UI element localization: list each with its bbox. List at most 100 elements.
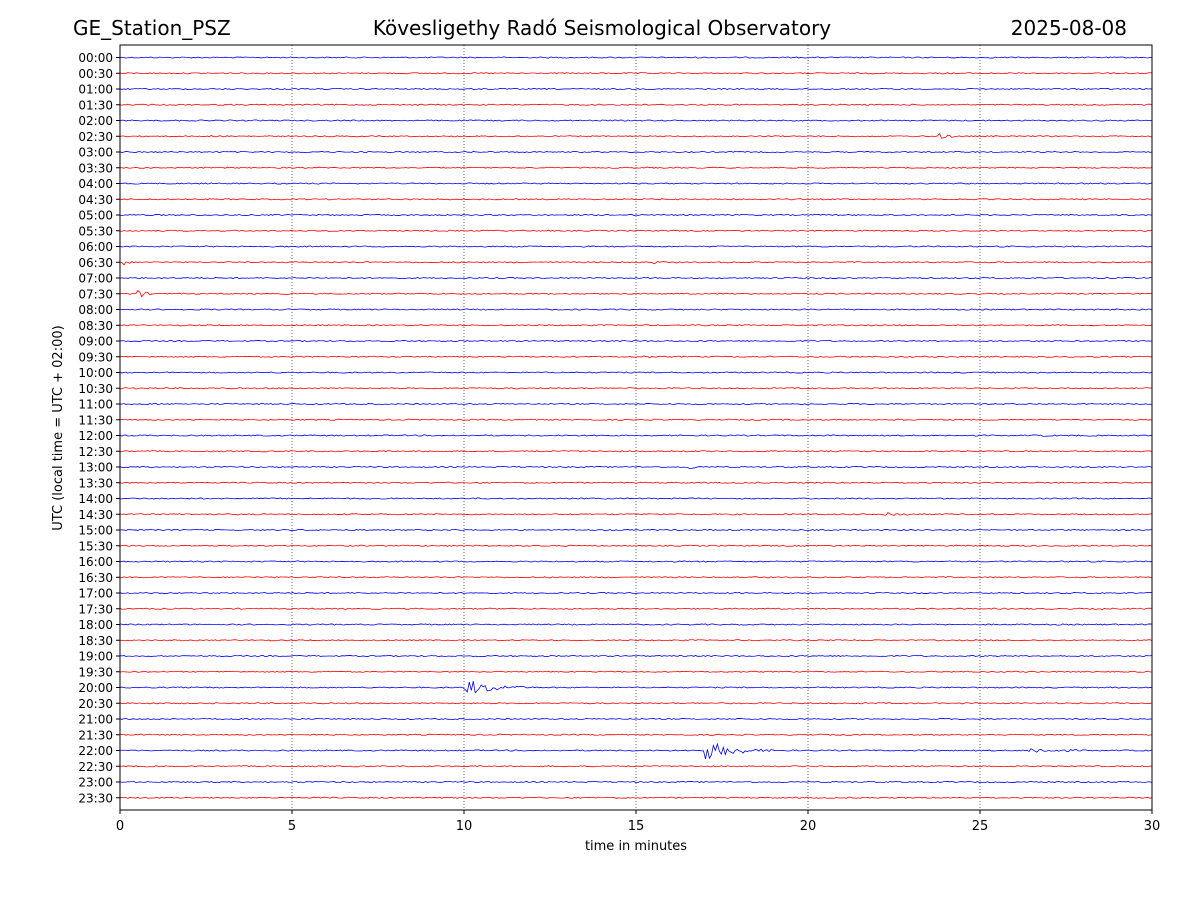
x-tick-label: 5	[288, 819, 296, 834]
date-label: 2025-08-08	[1011, 16, 1127, 40]
y-tick-label: 14:00	[78, 492, 113, 506]
trace-13-00	[119, 465, 1153, 469]
trace-16-00	[119, 560, 1153, 563]
trace-00-30	[119, 72, 1153, 75]
y-tick-label: 04:30	[78, 193, 113, 207]
y-tick-label: 01:30	[78, 98, 113, 112]
trace-07-30	[119, 289, 1153, 298]
y-tick-label: 02:00	[78, 114, 113, 128]
y-tick-label: 10:30	[78, 382, 113, 396]
y-tick-label: 15:30	[78, 539, 113, 553]
trace-23-30	[119, 796, 1153, 799]
y-tick-label: 19:00	[78, 650, 113, 664]
trace-group	[119, 56, 1153, 799]
y-tick-label: 06:00	[78, 240, 113, 254]
y-tick-label: 02:30	[78, 130, 113, 144]
y-tick-label: 13:00	[78, 461, 113, 475]
y-tick-label: 18:30	[78, 634, 113, 648]
y-tick-label: 11:30	[78, 413, 113, 427]
y-tick-label: 17:00	[78, 587, 113, 601]
y-tick-label: 23:30	[78, 791, 113, 805]
trace-01-00	[119, 87, 1153, 91]
trace-14-00	[119, 497, 1153, 500]
y-tick-label: 20:30	[78, 697, 113, 711]
trace-14-30	[119, 512, 1153, 516]
trace-20-00	[119, 681, 1153, 694]
x-axis-label: time in minutes	[585, 839, 687, 854]
y-tick-label: 09:30	[78, 350, 113, 364]
trace-20-30	[119, 702, 1153, 705]
y-tick-label: 07:30	[78, 287, 113, 301]
trace-17-30	[119, 607, 1153, 611]
trace-19-30	[119, 670, 1153, 673]
station-label: GE_Station_PSZ	[73, 16, 231, 40]
trace-00-00	[119, 56, 1153, 59]
trace-06-00	[119, 245, 1153, 248]
y-tick-label: 14:30	[78, 508, 113, 522]
trace-01-30	[119, 103, 1153, 106]
y-tick-label: 00:00	[78, 51, 113, 65]
y-tick-label: 08:00	[78, 303, 113, 317]
y-tick-label: 09:00	[78, 335, 113, 349]
x-axis-ticks: 0 5 10 15 20 25 30	[116, 810, 1160, 834]
y-tick-label: 13:30	[78, 476, 113, 490]
trace-15-30	[119, 544, 1153, 547]
trace-03-00	[119, 150, 1153, 154]
y-tick-label: 05:00	[78, 209, 113, 223]
y-tick-label: 20:00	[78, 681, 113, 695]
trace-04-30	[119, 198, 1153, 201]
trace-02-30	[119, 132, 1153, 139]
y-axis-label: UTC (local time = UTC + 02:00)	[51, 325, 66, 530]
trace-19-00	[119, 654, 1153, 658]
x-tick-label: 10	[456, 819, 473, 834]
y-tick-label: 19:30	[78, 665, 113, 679]
trace-16-30	[119, 576, 1153, 579]
y-tick-label: 03:00	[78, 146, 113, 160]
y-tick-label: 04:00	[78, 177, 113, 191]
plot-frame	[119, 44, 1153, 811]
y-tick-label: 17:30	[78, 602, 113, 616]
y-tick-label: 21:00	[78, 713, 113, 727]
y-tick-label: 16:00	[78, 555, 113, 569]
trace-08-30	[119, 324, 1153, 327]
trace-22-00	[119, 742, 1153, 760]
trace-22-30	[119, 765, 1153, 768]
trace-08-00	[119, 308, 1153, 311]
chart-title: Kövesligethy Radó Seismological Observat…	[373, 16, 831, 40]
y-tick-label: 22:30	[78, 760, 113, 774]
trace-13-30	[119, 481, 1153, 484]
trace-18-30	[119, 639, 1153, 642]
trace-12-00	[119, 434, 1153, 437]
x-tick-label: 25	[972, 819, 989, 834]
y-tick-label: 03:30	[78, 161, 113, 175]
y-tick-label: 00:30	[78, 67, 113, 81]
x-tick-label: 30	[1144, 819, 1161, 834]
trace-09-30	[119, 355, 1153, 359]
y-tick-label: 12:00	[78, 429, 113, 443]
trace-04-00	[119, 182, 1153, 185]
trace-06-30	[119, 260, 1153, 266]
x-tick-label: 20	[800, 819, 817, 834]
trace-03-30	[119, 166, 1153, 169]
trace-05-00	[119, 213, 1153, 217]
y-tick-label: 23:00	[78, 776, 113, 790]
y-tick-label: 16:30	[78, 571, 113, 585]
y-tick-label: 22:00	[78, 744, 113, 758]
y-tick-label: 01:00	[78, 83, 113, 97]
x-tick-label: 0	[116, 819, 124, 834]
trace-10-30	[119, 387, 1153, 390]
y-tick-label: 11:00	[78, 398, 113, 412]
y-tick-label: 10:00	[78, 366, 113, 380]
trace-23-00	[119, 780, 1153, 784]
y-tick-label: 18:00	[78, 618, 113, 632]
trace-21-00	[119, 717, 1153, 721]
trace-18-00	[119, 623, 1153, 626]
trace-17-00	[119, 591, 1153, 595]
y-tick-label: 07:00	[78, 272, 113, 286]
y-tick-label: 12:30	[78, 445, 113, 459]
y-tick-label: 21:30	[78, 728, 113, 742]
